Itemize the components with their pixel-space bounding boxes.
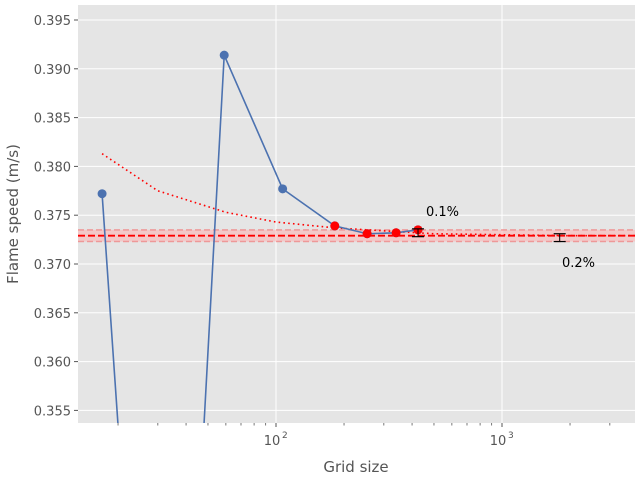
y-tick-label: 0.365 xyxy=(34,307,71,322)
band-fill xyxy=(78,229,635,242)
y-tick-label: 0.385 xyxy=(34,112,71,127)
y-tick-label: 0.375 xyxy=(34,209,71,224)
x-tick-label: 10 xyxy=(264,434,281,449)
data-point xyxy=(97,189,107,199)
converged-point xyxy=(330,221,340,231)
annotation-0-2-percent: 0.2% xyxy=(562,256,595,271)
converged-point xyxy=(362,229,372,239)
x-tick-exponent: 2 xyxy=(282,431,288,441)
x-axis-label: Grid size xyxy=(323,458,388,476)
y-tick-label: 0.395 xyxy=(34,14,71,29)
plot-background xyxy=(78,5,635,423)
error-bars xyxy=(412,228,566,243)
y-tick-label: 0.360 xyxy=(34,356,71,371)
data-point xyxy=(278,184,288,194)
y-tick-label: 0.355 xyxy=(34,404,71,419)
y-axis-ticks: 0.355 0.360 0.365 0.370 0.375 0.380 0.385 0.390… xyxy=(34,14,78,419)
y-tick-label: 0.390 xyxy=(34,63,71,78)
converged-point xyxy=(391,228,401,238)
y-axis-label: Flame speed (m/s) xyxy=(4,144,22,284)
data-series xyxy=(97,50,635,423)
grid-lines xyxy=(78,5,635,423)
y-tick-label: 0.380 xyxy=(34,160,71,175)
x-tick-label: 10 xyxy=(490,434,507,449)
data-point xyxy=(219,50,229,60)
x-axis-ticks: 10 2 10 3 xyxy=(117,423,611,449)
x-tick-exponent: 3 xyxy=(508,431,514,441)
annotation-0-1-percent: 0.1% xyxy=(426,205,459,220)
y-tick-label: 0.370 xyxy=(34,258,71,273)
